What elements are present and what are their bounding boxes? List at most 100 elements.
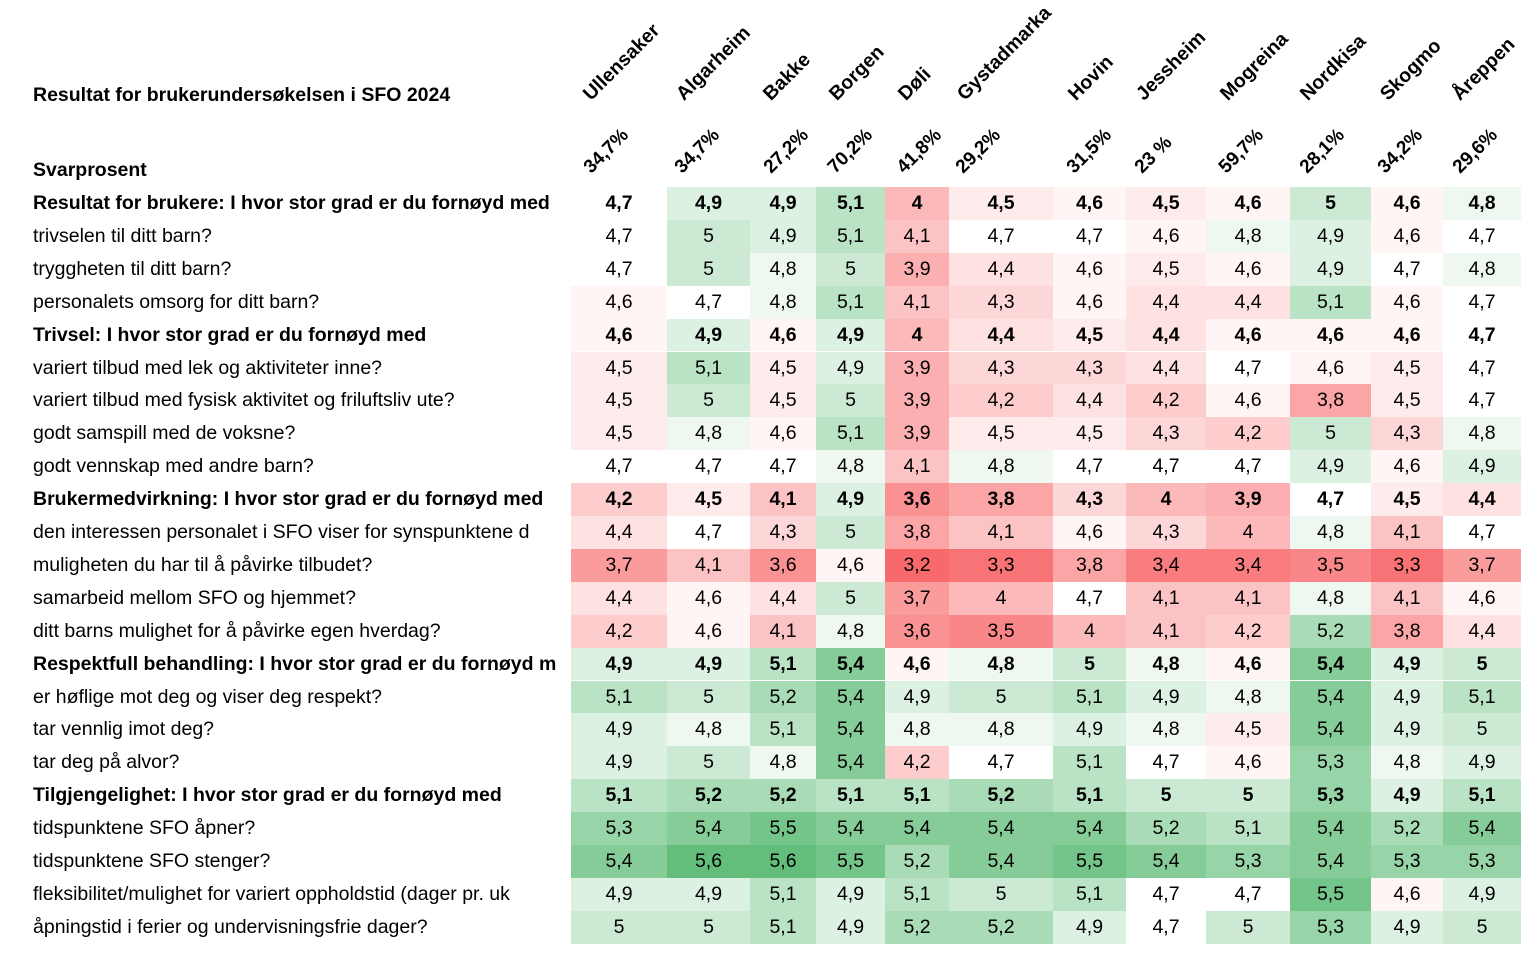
heatmap-cell: 4,8	[1443, 252, 1521, 286]
heatmap-cell: 3,8	[885, 516, 949, 549]
heatmap-cell: 4,6	[1206, 746, 1290, 780]
heatmap-cell: 4,3	[949, 351, 1053, 385]
heatmap-cell: 3,6	[885, 483, 949, 516]
heatmap-cell: 4,5	[1053, 318, 1126, 352]
heatmap-cell: 5,1	[1443, 680, 1521, 714]
heatmap-cell: 5,4	[1290, 812, 1371, 845]
heatmap-cell: 4,9	[571, 746, 667, 780]
heatmap-cell: 3,9	[885, 351, 949, 385]
heatmap-cell: 4,3	[1371, 417, 1443, 451]
heatmap-cell: 4,4	[949, 252, 1053, 286]
row-label: tidspunktene SFO stenger?	[33, 850, 271, 872]
heatmap-cell: 4,2	[949, 384, 1053, 418]
heatmap-cell: 5,1	[816, 779, 885, 813]
heatmap-cell: 3,6	[885, 614, 949, 648]
heatmap-cell: 4,7	[1053, 450, 1126, 484]
heatmap-cell: 3,2	[885, 548, 949, 582]
heatmap-cell: 5,4	[1290, 845, 1371, 878]
heatmap-cell: 3,5	[949, 614, 1053, 648]
heatmap-cell: 4,5	[1206, 713, 1290, 747]
heatmap-cell: 5,1	[816, 219, 885, 253]
heatmap-cell: 4	[885, 187, 949, 220]
heatmap-cell: 5,1	[750, 877, 816, 911]
heatmap-cell: 4,2	[571, 614, 667, 648]
heatmap-cell: 5,4	[949, 812, 1053, 845]
heatmap-cell: 4,6	[1371, 219, 1443, 253]
heatmap-cell: 4,7	[571, 252, 667, 286]
heatmap-cell: 4,6	[1206, 187, 1290, 220]
heatmap-cell: 4,6	[1206, 647, 1290, 681]
row-label: tar deg på alvor?	[33, 751, 180, 774]
column-header: Gystadmarka	[952, 1, 1056, 105]
heatmap-cell: 5,4	[667, 812, 750, 845]
heatmap-cell: 5	[667, 252, 750, 286]
heatmap-cell: 4,1	[750, 483, 816, 516]
heatmap-cell: 4,3	[1126, 516, 1206, 549]
heatmap-cell: 4,9	[1371, 680, 1443, 714]
heatmap-cell: 4,5	[1371, 483, 1443, 516]
heatmap-cell: 5	[949, 680, 1053, 714]
response-rate-value: 31,5%	[1062, 124, 1116, 178]
heatmap-cell: 4,7	[1053, 581, 1126, 615]
heatmap-cell: 4,7	[949, 219, 1053, 253]
heatmap-cell: 5	[1290, 187, 1371, 220]
heatmap-cell: 4,8	[1443, 417, 1521, 451]
heatmap-cell: 3,4	[1126, 548, 1206, 582]
heatmap-cell: 5,4	[1290, 680, 1371, 714]
heatmap-cell: 4,9	[816, 318, 885, 352]
heatmap-cell: 4,7	[750, 450, 816, 484]
heatmap-cell: 5,4	[816, 746, 885, 780]
heatmap-cell: 4,7	[571, 187, 667, 220]
heatmap-cell: 5,1	[750, 713, 816, 747]
heatmap-cell: 4,4	[571, 581, 667, 615]
heatmap-cell: 4,6	[885, 647, 949, 681]
heatmap-cell: 5	[1443, 910, 1521, 944]
heatmap-cell: 4,9	[1371, 713, 1443, 747]
heatmap-cell: 4,9	[1053, 910, 1126, 944]
row-label-section: Brukermedvirkning: I hvor stor grad er d…	[33, 488, 544, 511]
heatmap-cell: 5,4	[1126, 845, 1206, 878]
heatmap-cell: 4,6	[1371, 187, 1443, 220]
heatmap-cell: 5,1	[1053, 746, 1126, 780]
heatmap-cell: 4,1	[1371, 581, 1443, 615]
heatmap-cell: 5,2	[949, 779, 1053, 813]
heatmap-cell: 4,7	[1206, 877, 1290, 911]
heatmap-cell: 4,7	[1443, 318, 1521, 352]
column-header: Algarheim	[671, 21, 755, 105]
heatmap-cell: 4,8	[885, 713, 949, 747]
heatmap-cell: 4,9	[667, 877, 750, 911]
heatmap-cell: 4,3	[750, 516, 816, 549]
heatmap-cell: 5	[571, 910, 667, 944]
heatmap-cell: 5,5	[1290, 877, 1371, 911]
row-label: variert tilbud med lek og aktiviteter in…	[33, 356, 383, 379]
heatmap-cell: 4,4	[571, 516, 667, 549]
heatmap-cell: 4,9	[1290, 252, 1371, 286]
heatmap-cell: 4	[1206, 516, 1290, 549]
heatmap-cell: 4,3	[949, 285, 1053, 319]
heatmap-cell: 5,2	[750, 680, 816, 714]
heatmap-cell: 4,7	[949, 746, 1053, 780]
heatmap-cell: 4,7	[1443, 384, 1521, 418]
heatmap-cell: 4,9	[571, 647, 667, 681]
response-rate-value: 59,7%	[1214, 124, 1268, 178]
heatmap-cell: 4,3	[1053, 483, 1126, 516]
heatmap-cell: 5,1	[571, 779, 667, 813]
heatmap-cell: 4,9	[885, 680, 949, 714]
heatmap-cell: 4	[1053, 614, 1126, 648]
heatmap-cell: 4,1	[1126, 614, 1206, 648]
heatmap-cell: 5,4	[571, 845, 667, 878]
heatmap-cell: 3,8	[1290, 384, 1371, 418]
heatmap-cell: 3,9	[1206, 483, 1290, 516]
heatmap-cell: 4,1	[1126, 581, 1206, 615]
heatmap-cell: 5	[816, 581, 885, 615]
heatmap-cell: 5,3	[1371, 845, 1443, 878]
row-label: variert tilbud med fysisk aktivitet og f…	[33, 389, 455, 412]
heatmap-cell: 4,2	[885, 746, 949, 780]
heatmap-cell: 4,6	[1206, 318, 1290, 352]
heatmap-cell: 4,8	[1443, 187, 1521, 220]
heatmap-cell: 4,1	[949, 516, 1053, 549]
heatmap-cell: 5,1	[1053, 680, 1126, 714]
heatmap-cell: 4,8	[816, 614, 885, 648]
heatmap-cell: 4,9	[571, 713, 667, 747]
heatmap-cell: 4,3	[1053, 351, 1126, 385]
